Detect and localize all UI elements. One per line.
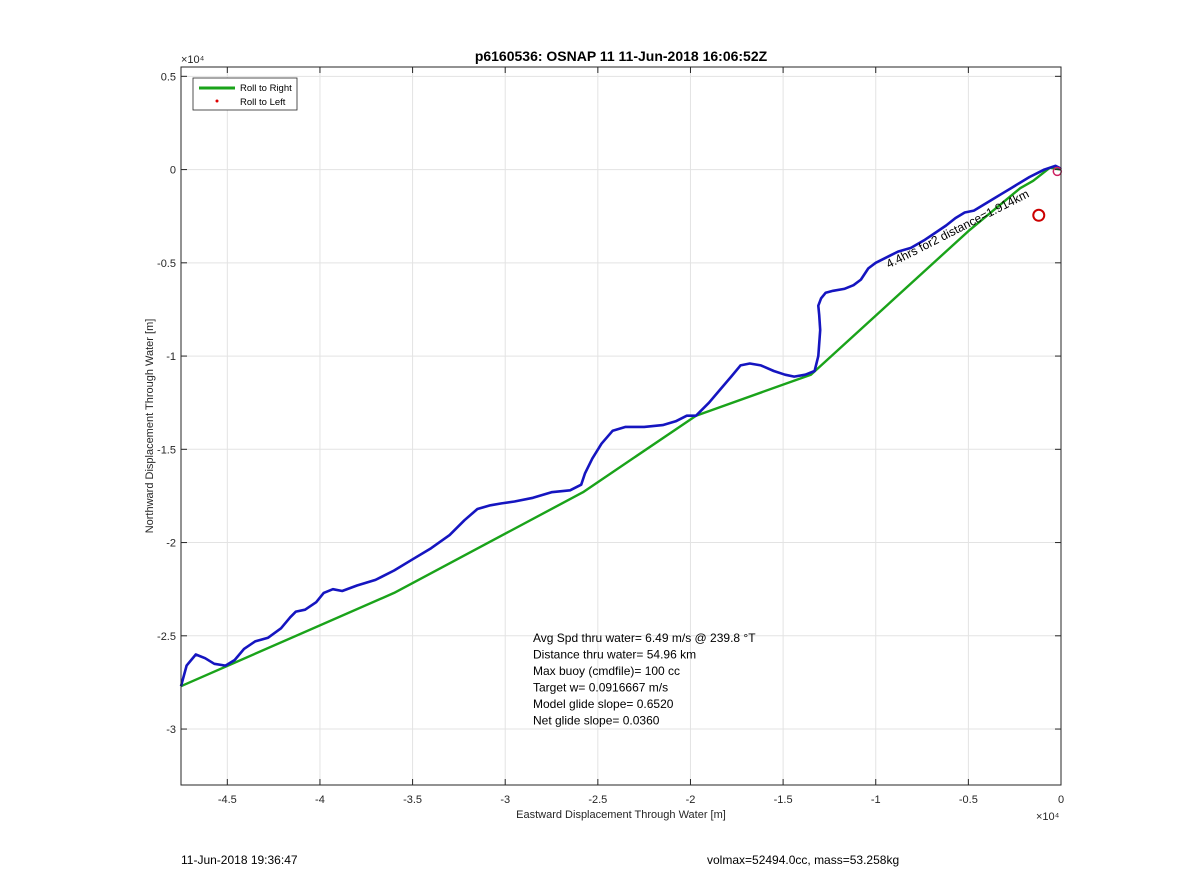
x-tick-label: -4 — [315, 794, 325, 806]
y-tick-label: -3 — [166, 724, 176, 736]
stats-annotations: Avg Spd thru water= 6.49 m/s @ 239.8 °T D… — [533, 631, 756, 728]
x-tick-label: -1.5 — [774, 794, 793, 806]
surface-position-marker — [1032, 208, 1046, 222]
legend-dot-roll-left — [215, 99, 219, 103]
annotation-line: Model glide slope= 0.6520 — [533, 697, 674, 711]
y-tick-label: -1.5 — [157, 444, 176, 456]
annotation-line: Distance thru water= 54.96 km — [533, 648, 696, 662]
x-tick-label: -1 — [871, 794, 881, 806]
y-tick-label: 0.5 — [161, 71, 176, 83]
x-exponent-label: ×10⁴ — [1036, 811, 1060, 823]
annotation-line: Max buoy (cmdfile)= 100 cc — [533, 664, 680, 678]
annotation-line: Target w= 0.0916667 m/s — [533, 681, 668, 695]
y-tick-label: -1 — [166, 351, 176, 363]
legend-box — [192, 77, 298, 111]
x-tick-label: -2 — [686, 794, 696, 806]
legend-label-roll-left: Roll to Left — [240, 97, 286, 108]
x-tick-label: -2.5 — [588, 794, 607, 806]
y-tick-label: -2 — [166, 538, 176, 550]
x-tick-label: -3.5 — [403, 794, 422, 806]
grid — [181, 67, 1062, 785]
y-tick-label: -0.5 — [157, 258, 176, 270]
footer-timestamp: 11-Jun-2018 19:36:47 — [181, 853, 298, 867]
x-axis-label: Eastward Displacement Through Water [m] — [516, 809, 726, 821]
x-tick-label: -0.5 — [959, 794, 978, 806]
chart-title: p6160536: OSNAP 11 11-Jun-2018 16:06:52Z — [475, 48, 768, 64]
legend-label-roll-right: Roll to Right — [240, 83, 292, 94]
plot-frame — [180, 66, 1062, 786]
annotation-line: Avg Spd thru water= 6.49 m/s @ 239.8 °T — [533, 631, 756, 645]
axis-ticks: -4.5 -4 -3.5 -3 -2.5 -2 -1.5 -1 -0.5 0 0.5 0 -0.5 -1 -… — [157, 67, 1064, 806]
x-tick-label: -3 — [500, 794, 510, 806]
annotation-line: Net glide slope= 0.0360 — [533, 714, 660, 728]
legend: Roll to Right Roll to Left — [192, 77, 298, 111]
y-tick-label: 0 — [170, 165, 176, 177]
footer-volmax: volmax=52494.0cc, mass=53.258kg — [707, 853, 900, 867]
x-tick-label: -4.5 — [218, 794, 237, 806]
series-line-0 — [180, 166, 1062, 688]
y-tick-label: -2.5 — [157, 631, 176, 643]
x-tick-label: 0 — [1058, 794, 1064, 806]
y-exponent-label: ×10⁴ — [181, 54, 205, 66]
series-line-1 — [179, 164, 1062, 687]
y-axis-label: Northward Displacement Through Water [m] — [144, 319, 156, 534]
